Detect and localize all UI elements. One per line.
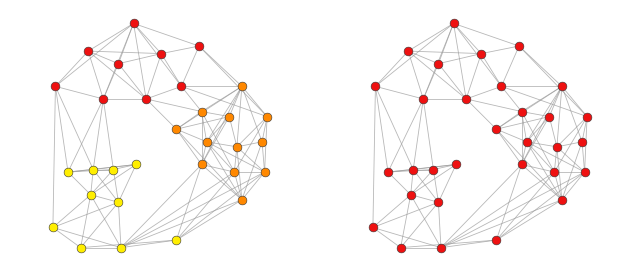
Point bbox=[552, 145, 562, 149]
Point bbox=[579, 170, 589, 174]
Point bbox=[196, 109, 207, 114]
Point bbox=[202, 140, 212, 144]
Point bbox=[196, 162, 207, 167]
Point bbox=[449, 21, 459, 25]
Point bbox=[76, 246, 86, 250]
Point bbox=[436, 246, 446, 250]
Point bbox=[406, 193, 416, 197]
Point bbox=[514, 44, 524, 48]
Point bbox=[129, 21, 139, 25]
Point bbox=[557, 84, 567, 89]
Point bbox=[232, 145, 242, 149]
Point bbox=[522, 140, 532, 144]
Point bbox=[492, 127, 502, 131]
Point bbox=[516, 109, 527, 114]
Point bbox=[116, 246, 126, 250]
Point bbox=[51, 84, 61, 89]
Point bbox=[229, 170, 239, 174]
Point bbox=[396, 246, 406, 250]
Point bbox=[176, 84, 186, 89]
Point bbox=[368, 225, 378, 230]
Point bbox=[156, 51, 166, 56]
Point bbox=[549, 170, 559, 174]
Point bbox=[428, 167, 438, 172]
Point bbox=[418, 97, 428, 101]
Point bbox=[237, 84, 247, 89]
Point bbox=[88, 167, 99, 172]
Point bbox=[108, 167, 118, 172]
Point bbox=[259, 170, 269, 174]
Point bbox=[403, 49, 413, 53]
Point bbox=[408, 167, 419, 172]
Point bbox=[131, 162, 141, 167]
Point bbox=[582, 114, 592, 119]
Point bbox=[433, 62, 444, 66]
Point bbox=[48, 225, 58, 230]
Point bbox=[383, 170, 393, 174]
Point bbox=[237, 198, 247, 202]
Point bbox=[433, 200, 444, 204]
Point bbox=[194, 44, 204, 48]
Point bbox=[544, 114, 554, 119]
Point bbox=[476, 51, 486, 56]
Point bbox=[461, 97, 471, 101]
Point bbox=[496, 84, 506, 89]
Point bbox=[86, 193, 96, 197]
Point bbox=[262, 114, 272, 119]
Point bbox=[371, 84, 381, 89]
Point bbox=[113, 62, 124, 66]
Point bbox=[257, 140, 267, 144]
Point bbox=[141, 97, 151, 101]
Point bbox=[516, 162, 527, 167]
Point bbox=[492, 238, 502, 242]
Point bbox=[98, 97, 108, 101]
Point bbox=[172, 238, 182, 242]
Point bbox=[224, 114, 234, 119]
Point bbox=[113, 200, 124, 204]
Point bbox=[451, 162, 461, 167]
Point bbox=[83, 49, 93, 53]
Point bbox=[63, 170, 73, 174]
Point bbox=[577, 140, 587, 144]
Point bbox=[172, 127, 182, 131]
Point bbox=[557, 198, 567, 202]
